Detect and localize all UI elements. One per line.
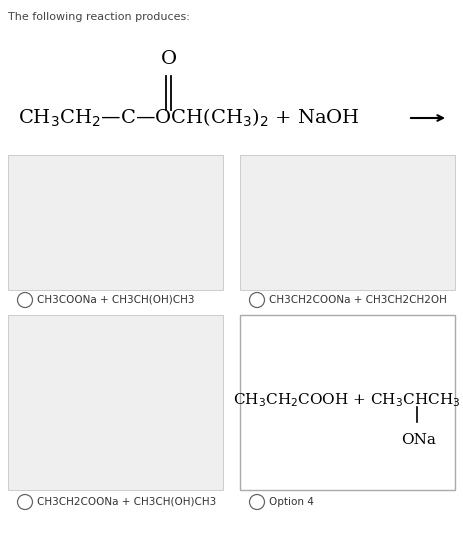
Circle shape	[250, 293, 264, 307]
Circle shape	[18, 293, 32, 307]
Bar	[240, 155, 455, 290]
Bar	[8, 315, 223, 490]
Text: O: O	[161, 50, 176, 68]
Text: The following reaction produces:: The following reaction produces:	[8, 12, 190, 22]
Text: Option 4: Option 4	[269, 497, 314, 507]
Bar	[240, 315, 455, 490]
Text: CH3COONa + CH3CH(OH)CH3: CH3COONa + CH3CH(OH)CH3	[37, 295, 194, 305]
Circle shape	[18, 494, 32, 510]
Text: CH$_3$CH$_2$COOH + CH$_3$CHCH$_3$: CH$_3$CH$_2$COOH + CH$_3$CHCH$_3$	[233, 391, 461, 409]
Text: CH3CH2COONa + CH3CH(OH)CH3: CH3CH2COONa + CH3CH(OH)CH3	[37, 497, 216, 507]
Bar	[8, 155, 223, 290]
Circle shape	[250, 494, 264, 510]
Text: ONa: ONa	[401, 433, 437, 447]
Text: CH$_3$CH$_2$—C—OCH(CH$_3$)$_2$ + NaOH: CH$_3$CH$_2$—C—OCH(CH$_3$)$_2$ + NaOH	[18, 107, 360, 129]
Text: CH3CH2COONa + CH3CH2CH2OH: CH3CH2COONa + CH3CH2CH2OH	[269, 295, 447, 305]
